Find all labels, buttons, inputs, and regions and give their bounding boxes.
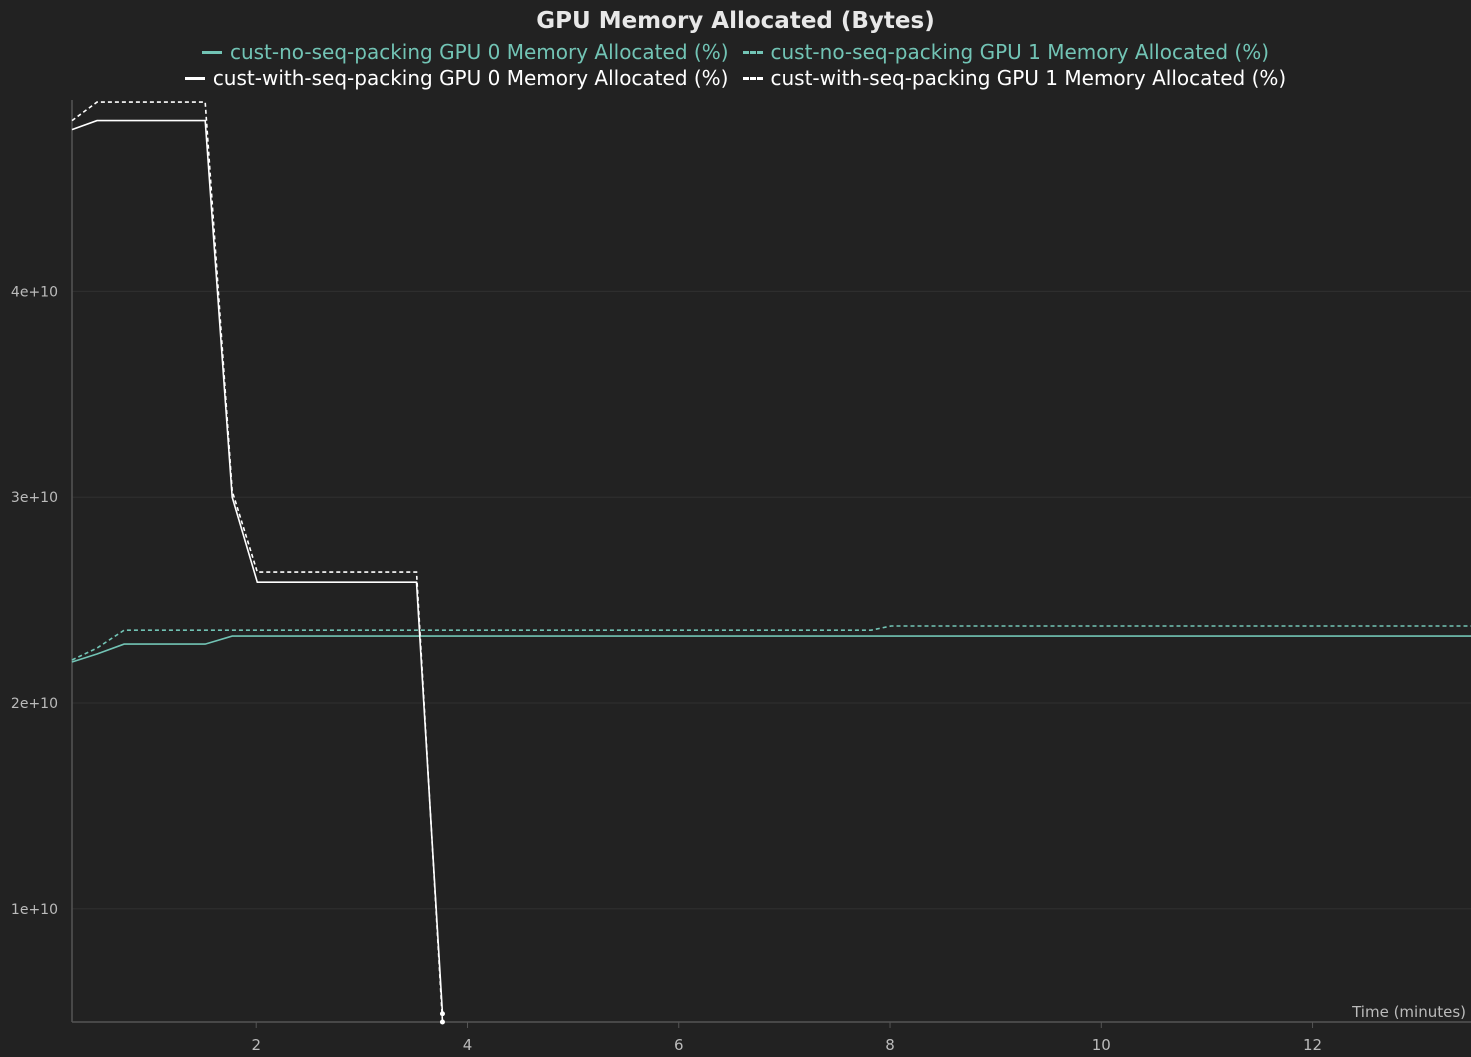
series-line-1	[71, 625, 1471, 661]
legend-row-2: cust-with-seq-packing GPU 0 Memory Alloc…	[0, 66, 1471, 90]
legend-label: cust-with-seq-packing GPU 1 Memory Alloc…	[770, 66, 1287, 90]
series-end-point	[439, 1019, 445, 1025]
x-tick-label: 6	[674, 1036, 684, 1054]
legend-item[interactable]: cust-no-seq-packing GPU 1 Memory Allocat…	[742, 40, 1270, 64]
legend-label: cust-with-seq-packing GPU 0 Memory Alloc…	[212, 66, 729, 90]
y-tick-label: 1e+10	[11, 902, 58, 918]
legend-row-1: cust-no-seq-packing GPU 0 Memory Allocat…	[0, 40, 1471, 64]
y-tick-label: 4e+10	[11, 284, 58, 300]
x-axis-label: Time (minutes)	[1351, 1003, 1466, 1021]
y-tick-label: 2e+10	[11, 696, 58, 712]
legend-label: cust-no-seq-packing GPU 0 Memory Allocat…	[229, 40, 729, 64]
legend-item[interactable]: cust-with-seq-packing GPU 0 Memory Alloc…	[184, 66, 729, 90]
x-tick-label: 12	[1303, 1036, 1322, 1054]
x-tick-label: 4	[463, 1036, 473, 1054]
series-line-3	[71, 101, 444, 1023]
legend-swatch-solid	[184, 76, 205, 80]
x-tick-label: 8	[885, 1036, 895, 1054]
legend-label: cust-no-seq-packing GPU 1 Memory Allocat…	[770, 40, 1270, 64]
x-tick-label: 10	[1092, 1036, 1111, 1054]
series-line-0	[71, 635, 1471, 663]
legend-swatch-dashed	[742, 50, 763, 54]
y-tick-label: 3e+10	[11, 490, 58, 506]
x-tick-label: 2	[251, 1036, 261, 1054]
legend-swatch-dashed	[742, 76, 763, 80]
legend-item[interactable]: cust-with-seq-packing GPU 1 Memory Alloc…	[742, 66, 1287, 90]
chart-title: GPU Memory Allocated (Bytes)	[536, 8, 935, 34]
legend-swatch-solid	[201, 50, 222, 54]
legend-item[interactable]: cust-no-seq-packing GPU 0 Memory Allocat…	[201, 40, 729, 64]
series-line-2	[71, 119, 444, 1014]
